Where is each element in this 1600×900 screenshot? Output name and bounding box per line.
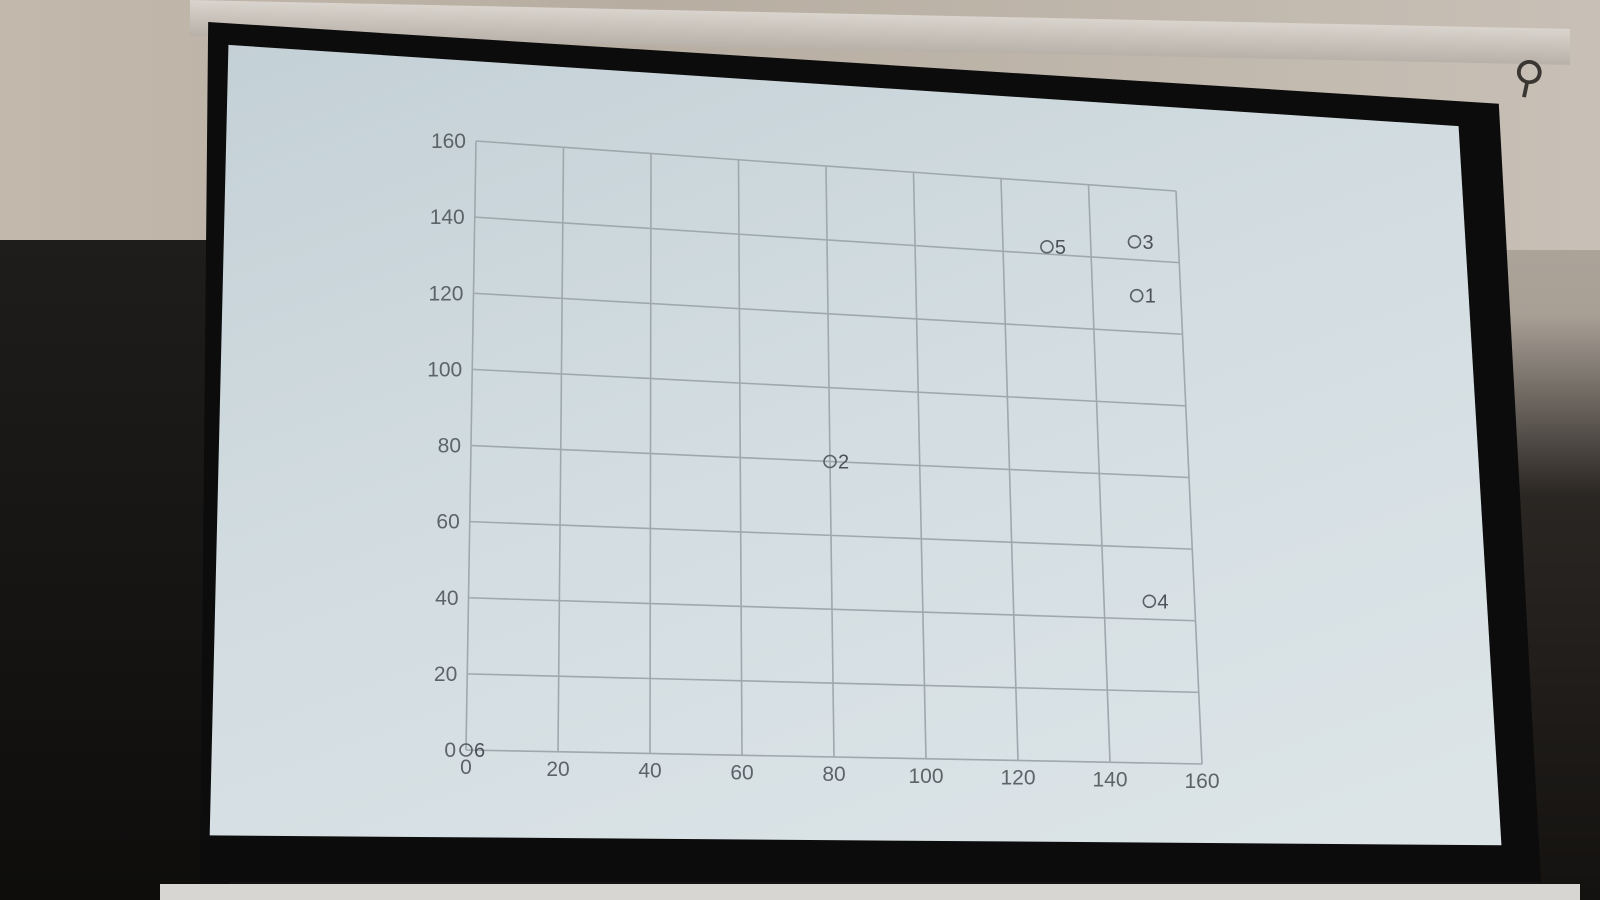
chart-grid xyxy=(465,140,1203,765)
data-point xyxy=(459,743,473,757)
grid-line-y-1 xyxy=(467,673,1199,694)
data-point-label: 6 xyxy=(474,740,485,762)
grid-line-y-0 xyxy=(465,749,1203,765)
x-tick-label: 60 xyxy=(730,761,753,784)
data-point xyxy=(1142,594,1157,609)
grid-line-y-5 xyxy=(472,368,1186,407)
x-tick-label: 80 xyxy=(822,763,845,786)
y-tick-label: 140 xyxy=(430,206,465,229)
y-tick-label: 20 xyxy=(434,663,457,686)
data-point xyxy=(1040,240,1054,254)
grid-line-y-2 xyxy=(468,596,1196,622)
y-tick-label: 60 xyxy=(436,511,459,534)
data-point xyxy=(823,454,837,469)
data-point-label: 2 xyxy=(838,452,849,474)
data-point-label: 1 xyxy=(1145,286,1156,308)
grid-line-y-8 xyxy=(475,140,1177,192)
x-tick-label: 100 xyxy=(908,765,943,788)
x-tick-label: 40 xyxy=(638,760,661,783)
grid-line-y-3 xyxy=(469,520,1193,550)
data-point-label: 4 xyxy=(1157,591,1168,613)
y-tick-label: 80 xyxy=(438,435,461,458)
x-tick-label: 0 xyxy=(460,756,472,779)
projected-slide xyxy=(209,44,1502,846)
y-tick-label: 100 xyxy=(427,358,462,381)
y-tick-label: 0 xyxy=(444,739,456,762)
chart-tick-labels: 0 20 40 60 80 100 120 140 160 0 20 40 60 80 100 120 140 1… xyxy=(427,130,1219,793)
x-tick-label: 20 xyxy=(546,758,569,781)
x-tick-label: 120 xyxy=(1000,767,1035,790)
data-point-label: 5 xyxy=(1055,237,1066,259)
chart-points: 1 2 3 4 5 6 xyxy=(459,232,1168,762)
x-tick-label: 160 xyxy=(1184,770,1219,793)
grid-line-y-4 xyxy=(470,444,1190,479)
data-point-label: 3 xyxy=(1142,232,1153,254)
y-tick-label: 40 xyxy=(435,587,458,610)
x-tick-label: 140 xyxy=(1092,768,1127,791)
blackboard-edge xyxy=(0,240,230,900)
y-tick-label: 120 xyxy=(428,282,463,305)
grid-line-y-6 xyxy=(473,292,1183,336)
data-point xyxy=(1127,235,1142,249)
y-tick-label: 160 xyxy=(431,130,466,153)
data-point xyxy=(1129,288,1144,303)
grid-line-y-7 xyxy=(474,216,1180,264)
screen-bottom-bar xyxy=(160,884,1580,900)
